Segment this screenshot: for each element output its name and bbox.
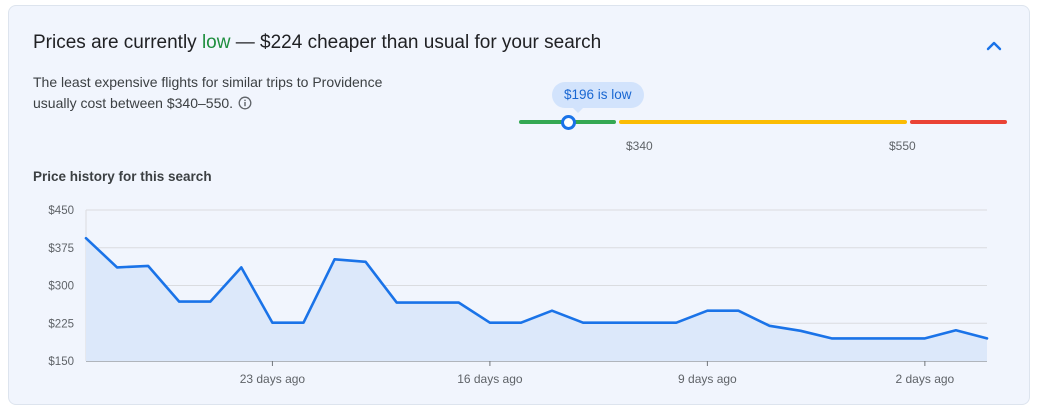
y-tick-label: $375 [48,243,74,255]
price-level-badge: low [201,32,231,53]
price-history-chart[interactable]: $150 $225 $300 $375 $450 23 days ago 16 days a… [9,6,1031,406]
data-point [520,321,523,324]
data-point [85,237,88,240]
data-point [861,337,864,340]
current-price-marker [561,115,576,130]
info-icon[interactable] [238,95,252,116]
price-range-description: The least expensive flights for similar … [33,72,413,116]
data-point [458,301,461,304]
data-point [395,301,398,304]
data-point [582,321,585,324]
data-point [892,337,895,340]
data-point [613,321,616,324]
data-point [271,321,274,324]
data-point [426,301,429,304]
range-tick-high: $550 [889,139,916,153]
data-point [706,309,709,312]
data-point [830,337,833,340]
data-point [551,309,554,312]
data-point [116,266,119,269]
data-point [768,324,771,327]
high-price-segment [910,120,1007,124]
data-point [302,321,305,324]
data-point [178,300,181,303]
data-point [799,330,802,333]
data-point [209,300,212,303]
headline-suffix: — $224 cheaper than usual for your searc… [235,32,602,53]
bubble-tail [572,107,584,113]
price-level-headline: Prices are currently low — $224 cheaper … [33,32,601,54]
y-tick-label: $150 [48,356,74,368]
price-history-line [84,236,989,340]
data-point [333,258,336,261]
data-point [737,309,740,312]
price-history-area [86,238,987,361]
x-tick-label: 16 days ago [457,372,523,386]
x-tick-label: 9 days ago [678,372,737,386]
collapse-button[interactable] [983,35,1005,57]
typical-price-segment [619,120,907,124]
price-range-bar: $196 is low $340 $550 [519,82,1011,162]
y-tick-label: $300 [48,281,74,293]
price-history-title: Price history for this search [33,169,212,184]
y-tick-label: $450 [48,205,74,217]
data-point [489,321,492,324]
x-tick-label: 2 days ago [896,372,955,386]
data-point [675,321,678,324]
x-tick-label: 23 days ago [240,372,306,386]
chevron-up-icon [986,41,1002,51]
data-point [364,261,367,264]
range-tick-low: $340 [626,139,653,153]
y-tick-label: $225 [48,318,74,330]
price-insights-card: Prices are currently low — $224 cheaper … [8,5,1030,405]
headline-prefix: Prices are currently [33,32,197,53]
description-text: The least expensive flights for similar … [33,74,383,111]
current-price-bubble: $196 is low [552,82,644,108]
data-point [924,337,927,340]
data-point [955,329,958,332]
data-point [644,321,647,324]
data-point [240,266,243,269]
data-point [986,337,989,340]
data-point [147,265,150,268]
